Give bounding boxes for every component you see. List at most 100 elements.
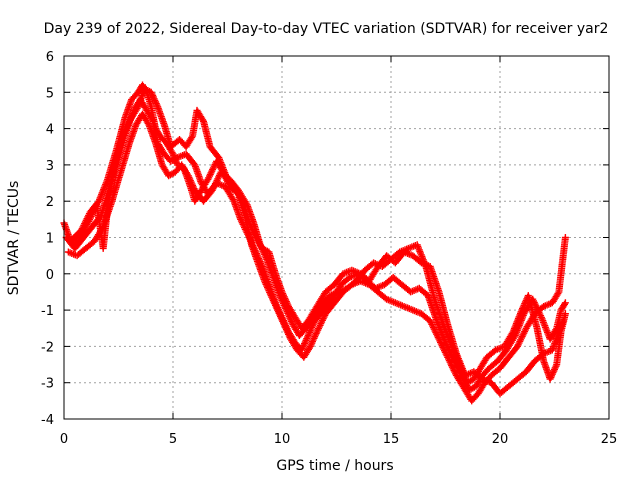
data-point — [229, 196, 237, 204]
data-point — [303, 333, 311, 341]
data-point — [96, 194, 104, 202]
data-point — [249, 242, 257, 250]
data-point — [559, 317, 567, 325]
y-tick-label: -4 — [41, 413, 54, 428]
data-point — [519, 305, 526, 312]
chart-title: Day 239 of 2022, Sidereal Day-to-day VTE… — [44, 21, 609, 37]
series-2 — [62, 96, 569, 394]
data-points — [60, 81, 569, 405]
data-point — [561, 310, 569, 318]
data-point — [317, 320, 325, 328]
y-tick-label: 4 — [46, 123, 54, 138]
data-point — [519, 331, 527, 339]
data-point — [151, 96, 159, 104]
data-point — [186, 177, 194, 185]
y-tick-label: 1 — [46, 232, 54, 247]
x-tick-label: 15 — [383, 432, 400, 447]
data-point — [255, 255, 263, 262]
data-point — [88, 211, 96, 219]
y-tick-label: 0 — [46, 268, 54, 283]
data-point — [315, 323, 323, 331]
series-3 — [64, 110, 569, 387]
data-point — [124, 121, 132, 129]
y-axis-label: SDTVAR / TECUs — [6, 181, 22, 296]
data-point — [314, 326, 322, 334]
y-tick-label: -1 — [41, 304, 54, 319]
data-point — [244, 230, 252, 238]
data-point — [279, 315, 287, 323]
data-point — [189, 183, 197, 191]
data-point — [211, 180, 219, 188]
y-tick-label: 3 — [46, 159, 54, 174]
y-tick-label: -2 — [41, 340, 54, 355]
data-point — [168, 149, 176, 156]
data-point — [279, 290, 287, 298]
data-point — [554, 290, 562, 297]
y-tick-label: 6 — [46, 50, 54, 65]
data-point — [210, 183, 218, 191]
data-point — [250, 230, 258, 238]
data-point — [298, 344, 306, 352]
data-point — [282, 321, 290, 329]
data-point — [208, 186, 216, 194]
data-point — [551, 364, 559, 372]
data-point — [206, 172, 213, 180]
data-point — [85, 217, 93, 225]
data-point — [318, 316, 326, 324]
data-point — [123, 122, 131, 130]
data-point — [241, 225, 249, 233]
y-tick-label: 2 — [46, 195, 54, 210]
data-point — [148, 90, 156, 98]
x-axis-label: GPS time / hours — [276, 458, 393, 474]
data-point — [520, 329, 528, 337]
data-point — [517, 334, 525, 342]
data-point — [513, 342, 521, 350]
data-point — [306, 327, 314, 335]
data-point — [133, 104, 141, 112]
data-point — [120, 130, 128, 138]
data-point — [561, 299, 569, 307]
data-point — [204, 175, 212, 183]
data-point — [86, 214, 94, 222]
data-point — [239, 220, 247, 228]
data-point — [274, 304, 282, 312]
data-point — [246, 221, 254, 229]
plot-frame — [63, 55, 610, 420]
x-tick-label: 10 — [274, 432, 291, 447]
data-point — [311, 331, 319, 339]
data-point — [426, 317, 434, 325]
data-point — [306, 342, 314, 350]
x-tick-label: 25 — [601, 432, 618, 447]
data-point — [148, 116, 156, 124]
data-point — [215, 173, 223, 181]
data-point — [546, 375, 554, 383]
data-point — [516, 337, 524, 345]
data-point — [252, 248, 260, 256]
data-point — [320, 313, 328, 321]
data-point — [429, 324, 437, 332]
x-tick-labels: 0 5 10 15 20 25 — [60, 432, 617, 447]
data-point — [246, 235, 254, 243]
data-point — [238, 219, 246, 227]
data-point — [90, 207, 97, 215]
data-point — [257, 259, 265, 267]
y-tick-label: -3 — [41, 377, 54, 392]
data-point — [209, 166, 217, 173]
data-point — [250, 245, 258, 253]
data-point — [561, 234, 569, 241]
data-point — [121, 127, 129, 135]
data-point — [144, 119, 152, 127]
data-point — [277, 310, 284, 318]
data-point — [243, 229, 251, 237]
data-point — [536, 310, 544, 318]
series-4 — [69, 85, 567, 398]
data-point — [282, 296, 290, 304]
data-point — [549, 369, 557, 377]
data-point — [561, 300, 568, 308]
x-tick-label: 20 — [492, 432, 509, 447]
data-point — [301, 340, 308, 348]
x-tick-label: 0 — [60, 432, 68, 447]
data-point — [238, 196, 246, 204]
x-tick-label: 5 — [169, 432, 177, 447]
